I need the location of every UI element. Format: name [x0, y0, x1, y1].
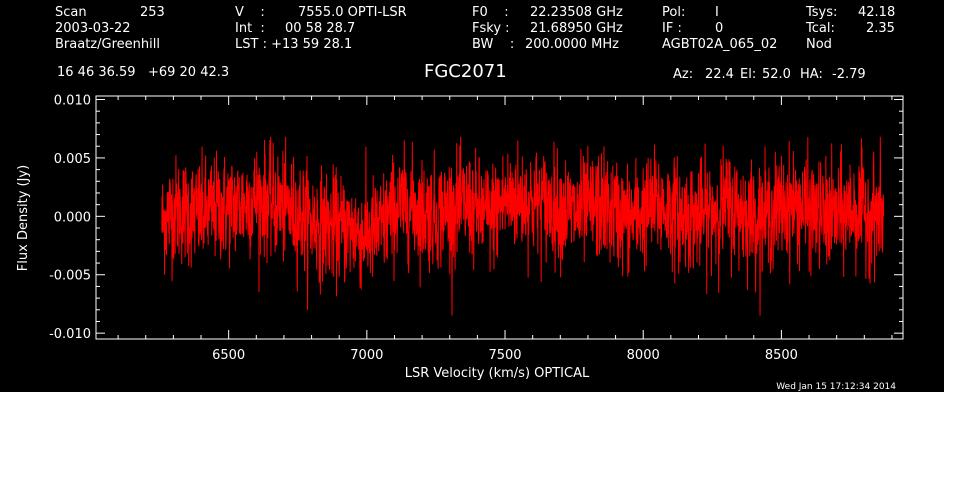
plot-panel: Scan 253 2003-03-22 Braatz/Greenhill V :…: [0, 0, 944, 392]
integration-value: 00 58 28.7: [285, 21, 356, 36]
observer-names: Braatz/Greenhill: [55, 37, 160, 52]
spectrum-trace-layer: [161, 136, 885, 316]
y-tick-label: -0.010: [49, 327, 91, 342]
source-coordinates: 16 46 36.59 +69 20 42.3: [57, 65, 230, 80]
observation-date: 2003-03-22: [55, 21, 131, 36]
sky-frequency-value: 21.68950 GHz: [530, 21, 623, 36]
hour-angle-label: HA:: [800, 67, 823, 82]
tcal-value: 2.35: [866, 21, 895, 36]
x-tick-label: 7500: [488, 348, 521, 363]
x-tick-label: 6500: [212, 348, 245, 363]
azimuth-value: 22.4: [705, 67, 734, 82]
x-tick-label: 8500: [765, 348, 798, 363]
y-axis-label: Flux Density (Jy): [16, 165, 31, 271]
source-name: FGC2071: [424, 61, 507, 82]
plot-frame: [95, 95, 904, 340]
bandwidth-label: BW :: [472, 37, 515, 52]
scan-value: 253: [140, 5, 165, 20]
elevation-value: 52.0: [762, 67, 791, 82]
spectrum-trace: [161, 136, 885, 316]
x-tick-label: 7000: [350, 348, 383, 363]
velocity-label: V :: [235, 5, 265, 20]
tsys-label: Tsys:: [806, 5, 838, 20]
velocity-value: 7555.0 OPTI-LSR: [298, 5, 407, 20]
azimuth-label: Az:: [673, 67, 694, 82]
x-tick-label: 8000: [627, 348, 660, 363]
y-tick-label: 0.000: [54, 210, 91, 225]
if-label: IF :: [662, 21, 682, 36]
spectrum-chart: 6500 7000 7500 8000 8500 -0.010 -0.005 0.000 0.…: [16, 94, 904, 392]
bandwidth-value: 200.0000 MHz: [525, 37, 619, 52]
sky-frequency-label: Fsky :: [472, 21, 510, 36]
plot-timestamp: Wed Jan 15 17:12:34 2014: [776, 382, 896, 392]
y-ticks: -0.010 -0.005 0.000 0.005 0.010: [49, 94, 903, 342]
observing-mode: Nod: [806, 37, 832, 52]
polarization-label: Pol:: [662, 5, 686, 20]
y-tick-label: -0.005: [49, 269, 91, 284]
lst-label: LST : +13 59 28.1: [235, 37, 353, 52]
project-id: AGBT02A_065_02: [662, 37, 778, 52]
y-tick-label: 0.005: [54, 152, 91, 167]
x-axis-label: LSR Velocity (km/s) OPTICAL: [405, 366, 590, 381]
if-value: 0: [715, 21, 724, 36]
hour-angle-value: -2.79: [832, 67, 866, 82]
x-ticks: 6500 7000 7500 8000 8500: [117, 96, 893, 363]
tcal-label: Tcal:: [806, 21, 835, 36]
elevation-label: El:: [740, 67, 757, 82]
rest-frequency-label: F0 :: [472, 5, 509, 20]
rest-frequency-value: 22.23508 GHz: [530, 5, 623, 20]
polarization-value: I: [715, 5, 719, 20]
tsys-value: 42.18: [858, 5, 896, 20]
scan-label: Scan: [55, 5, 87, 20]
y-tick-label: 0.010: [54, 94, 91, 109]
integration-label: Int :: [235, 21, 265, 36]
